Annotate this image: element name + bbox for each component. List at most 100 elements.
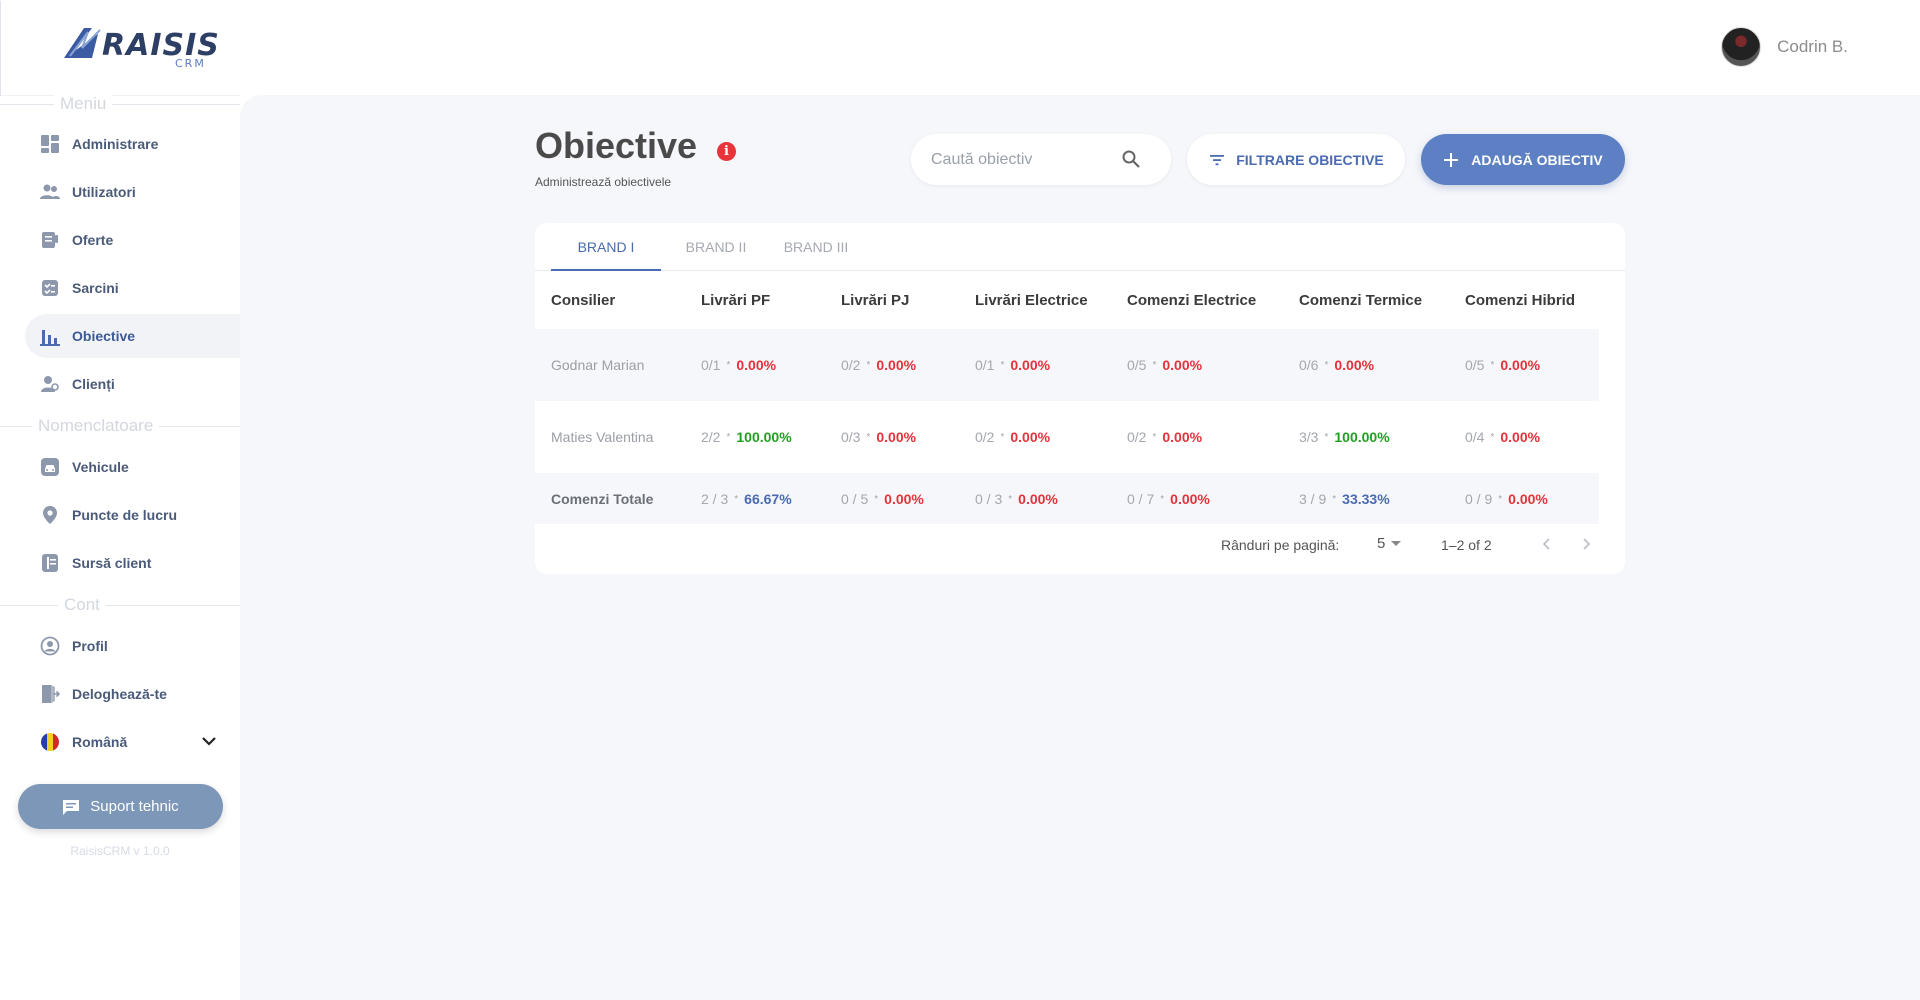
page-range: 1–2 of 2 bbox=[1441, 537, 1492, 553]
total-cell: 0 / 7 * 0.00% bbox=[1111, 473, 1283, 524]
metric-cell: 0/1 * 0.00% bbox=[959, 329, 1111, 401]
sidebar-item-puncte-de-lucru[interactable]: Puncte de lucru bbox=[25, 493, 240, 537]
logo-text: RAISIS bbox=[102, 28, 220, 63]
dashboard-icon bbox=[40, 134, 60, 154]
sidebar-item-label: Sarcini bbox=[72, 280, 119, 296]
section-label: Nomenclatoare bbox=[32, 416, 160, 436]
metric-cell: 0/5 * 0.00% bbox=[1111, 329, 1283, 401]
table-row[interactable]: Godnar Marian 0/1 * 0.00% 0/2 * 0.00% 0/1 * 0.… bbox=[535, 329, 1599, 401]
column-header: Livrări Electrice bbox=[975, 291, 1088, 309]
column-header: Livrări PF bbox=[701, 291, 771, 309]
user-name: Codrin B. bbox=[1777, 37, 1848, 56]
section-label: Cont bbox=[58, 595, 106, 615]
metric-cell: 0/2 * 0.00% bbox=[975, 429, 1051, 445]
section-line bbox=[0, 605, 240, 606]
total-cell: 0 / 3 * 0.00% bbox=[959, 473, 1111, 524]
logo-swoosh-icon bbox=[64, 28, 101, 58]
source-icon bbox=[40, 553, 60, 573]
vehicle-icon bbox=[40, 457, 60, 477]
tab-brand-ii[interactable]: BRAND II bbox=[685, 239, 747, 255]
rows-per-page-label: Rânduri pe pagină: bbox=[1221, 537, 1340, 553]
advisor-name: Godnar Marian bbox=[535, 329, 685, 401]
info-icon[interactable]: i bbox=[717, 142, 736, 161]
total-cell: 0 / 9 * 0.00% bbox=[1449, 473, 1599, 524]
app-version: RaisisCRM v 1.0.0 bbox=[70, 844, 170, 858]
sidebar-item-label: Clienți bbox=[72, 376, 115, 392]
sidebar-item-clienti[interactable]: Clienți bbox=[25, 362, 240, 406]
table-row[interactable]: Maties Valentina 2/2 * 100.00% 0/3 * 0.00% 0… bbox=[535, 401, 1599, 473]
search-input[interactable] bbox=[931, 150, 1101, 169]
section-title-menu: Meniu bbox=[0, 94, 240, 114]
bar-chart-icon bbox=[40, 326, 60, 346]
rows-per-page-select[interactable]: 5 bbox=[1377, 535, 1402, 552]
filter-label: FILTRARE OBIECTIVE bbox=[1236, 151, 1384, 168]
filter-objectives-button[interactable]: FILTRARE OBIECTIVE bbox=[1187, 134, 1405, 185]
objectives-card: BRAND I BRAND II BRAND III Consilier Liv… bbox=[535, 223, 1625, 574]
sidebar-item-sursa-client[interactable]: Sursă client bbox=[25, 541, 240, 585]
tab-brand-iii[interactable]: BRAND III bbox=[783, 239, 849, 255]
metric-cell: 0/2 * 0.00% bbox=[1127, 429, 1203, 445]
sidebar-item-label: Deloghează-te bbox=[72, 686, 167, 702]
filter-icon bbox=[1210, 154, 1225, 165]
sidebar-item-vehicule[interactable]: Vehicule bbox=[25, 445, 240, 489]
add-label: ADAUGĂ OBIECTIV bbox=[1471, 151, 1603, 168]
metric-cell: 2/2 * 100.00% bbox=[701, 429, 792, 445]
support-button[interactable]: Suport tehnic bbox=[18, 784, 223, 829]
chevron-left-icon[interactable] bbox=[1538, 535, 1556, 553]
sidebar-divider bbox=[0, 1, 1, 96]
plus-icon bbox=[1444, 152, 1459, 167]
metric-cell: 0/4 * 0.00% bbox=[1465, 429, 1541, 445]
section-title-cont: Cont bbox=[0, 595, 240, 615]
users-icon bbox=[40, 182, 60, 202]
sidebar-item-sarcini[interactable]: Sarcini bbox=[25, 266, 240, 310]
section-title-nomenclatoare: Nomenclatoare bbox=[0, 416, 240, 436]
caret-down-icon bbox=[1391, 541, 1402, 546]
logo-subtext: CRM bbox=[175, 57, 206, 70]
objectives-table: Consilier Livrări PF Livrări PJ Livrări … bbox=[535, 271, 1599, 524]
chat-icon bbox=[63, 799, 80, 815]
sidebar-item-logout[interactable]: Deloghează-te bbox=[25, 672, 240, 716]
tasks-icon bbox=[40, 278, 60, 298]
tab-brand-i[interactable]: BRAND I bbox=[551, 223, 661, 271]
metric-cell: 0/3 * 0.00% bbox=[841, 429, 917, 445]
section-label: Meniu bbox=[54, 94, 113, 114]
column-header: Comenzi Termice bbox=[1299, 291, 1423, 309]
offers-icon bbox=[40, 230, 60, 250]
user-menu[interactable]: Codrin B. bbox=[1721, 27, 1848, 67]
sidebar-item-obiective[interactable]: Obiective bbox=[25, 314, 240, 358]
total-cell: 3 / 9 * 33.33% bbox=[1283, 473, 1449, 524]
language-selector[interactable]: Română bbox=[25, 720, 240, 764]
metric-cell: 0/5 * 0.00% bbox=[1449, 329, 1599, 401]
column-header: Comenzi Hibrid bbox=[1465, 291, 1576, 309]
metric-cell: 0/2 * 0.00% bbox=[825, 329, 959, 401]
advisor-name: Maties Valentina bbox=[551, 429, 654, 445]
search-box bbox=[911, 134, 1171, 185]
add-objective-button[interactable]: ADAUGĂ OBIECTIV bbox=[1421, 134, 1625, 185]
sidebar-item-label: Puncte de lucru bbox=[72, 507, 178, 523]
column-header: Comenzi Electrice bbox=[1127, 291, 1257, 309]
romania-flag-icon bbox=[40, 732, 60, 752]
main-content: Obiective i Administrează obiectivele FI… bbox=[240, 95, 1920, 1000]
chevron-down-icon[interactable] bbox=[200, 732, 218, 750]
table-pagination: Rânduri pe pagină: 5 1–2 of 2 bbox=[535, 523, 1625, 568]
raisis-logo[interactable]: RAISIS CRM bbox=[62, 24, 232, 74]
rows-per-page-value: 5 bbox=[1377, 535, 1386, 552]
language-label: Română bbox=[72, 734, 128, 750]
search-icon[interactable] bbox=[1121, 149, 1141, 169]
metric-cell: 0/6 * 0.00% bbox=[1283, 329, 1449, 401]
sidebar-item-utilizatori[interactable]: Utilizatori bbox=[25, 170, 240, 214]
sidebar-item-label: Sursă client bbox=[72, 555, 152, 571]
avatar[interactable] bbox=[1721, 27, 1762, 67]
chevron-right-icon[interactable] bbox=[1577, 535, 1595, 553]
page-subtitle: Administrează obiectivele bbox=[535, 175, 672, 189]
totals-row: Comenzi Totale 2 / 3 * 66.67% 0 / 5 * 0.00% … bbox=[535, 473, 1599, 524]
profile-icon bbox=[40, 636, 60, 656]
logout-icon bbox=[40, 684, 60, 704]
page-title: Obiective bbox=[535, 125, 698, 166]
sidebar-item-administrare[interactable]: Administrare bbox=[25, 122, 240, 166]
table-header-row: Consilier Livrări PF Livrări PJ Livrări … bbox=[535, 271, 1599, 329]
sidebar-item-profil[interactable]: Profil bbox=[25, 624, 240, 668]
sidebar-item-label: Obiective bbox=[72, 328, 136, 344]
sidebar-item-oferte[interactable]: Oferte bbox=[25, 218, 240, 262]
support-label: Suport tehnic bbox=[90, 798, 179, 815]
